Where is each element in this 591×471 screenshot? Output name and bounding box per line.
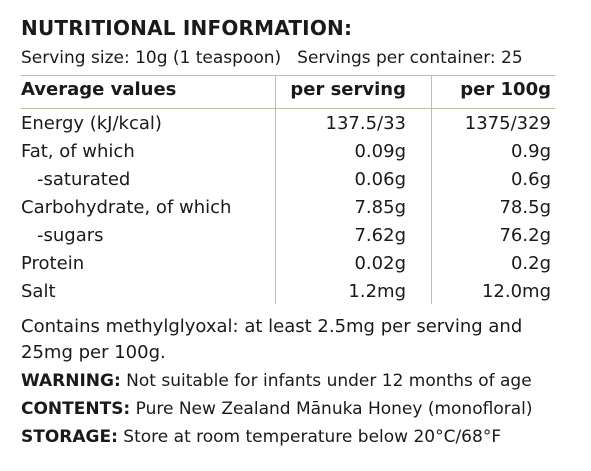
per-serving-value: 0.06g — [354, 169, 406, 190]
contents-label: CONTENTS: — [21, 399, 131, 419]
header-average-values: Average values — [21, 79, 177, 100]
contents-text: Pure New Zealand Mānuka Honey (monoflora… — [130, 399, 533, 419]
divider-top — [21, 75, 555, 76]
warning-label: WARNING: — [21, 371, 121, 391]
per-100g-value: 76.2g — [499, 225, 551, 246]
nutrient-name: Salt — [21, 281, 56, 302]
nutrient-name: Protein — [21, 253, 85, 274]
per-serving-value: 137.5/33 — [325, 113, 407, 134]
per-100g-value: 12.0mg — [481, 281, 551, 302]
per-100g-value: 0.6g — [510, 169, 551, 190]
storage-label: STORAGE: — [21, 427, 118, 447]
panel-title: NUTRITIONAL INFORMATION: — [21, 16, 353, 40]
servings-per-container: Servings per container: 25 — [297, 48, 523, 68]
storage-text: Store at room temperature below 20°C/68°… — [117, 427, 502, 447]
per-serving-value: 7.62g — [354, 225, 406, 246]
table-row: Salt 1.2mg 12.0mg — [21, 281, 555, 309]
header-per-serving: per serving — [290, 79, 406, 100]
contents-line: CONTENTS: Pure New Zealand Mānuka Honey … — [21, 399, 532, 419]
storage-line: STORAGE: Store at room temperature below… — [21, 427, 501, 447]
nutrient-name: -sugars — [37, 225, 104, 246]
table-header: Average values per serving per 100g — [21, 79, 555, 107]
methylglyoxal-note: Contains methylglyoxal: at least 2.5mg p… — [21, 316, 523, 363]
column-divider-2 — [431, 76, 432, 304]
table-row: Energy (kJ/kcal) 137.5/33 1375/329 — [21, 113, 555, 141]
per-100g-value: 0.9g — [510, 141, 551, 162]
table-row: -sugars 7.62g 76.2g — [21, 225, 555, 253]
per-serving-value: 0.02g — [354, 253, 406, 274]
serving-size: Serving size: 10g (1 teaspoon) — [21, 48, 282, 68]
column-divider-1 — [275, 76, 276, 304]
table-row: Carbohydrate, of which 7.85g 78.5g — [21, 197, 555, 225]
table-row: -saturated 0.06g 0.6g — [21, 169, 555, 197]
nutrient-name: Fat, of which — [21, 141, 135, 162]
table-row: Protein 0.02g 0.2g — [21, 253, 555, 281]
per-100g-value: 1375/329 — [464, 113, 551, 134]
header-per-100g: per 100g — [460, 79, 551, 100]
per-serving-value: 7.85g — [354, 197, 406, 218]
warning-line: WARNING: Not suitable for infants under … — [21, 371, 532, 391]
warning-text: Not suitable for infants under 12 months… — [120, 371, 532, 391]
nutrient-name: Energy (kJ/kcal) — [21, 113, 162, 134]
nutrient-name: Carbohydrate, of which — [21, 197, 232, 218]
per-serving-value: 1.2mg — [348, 281, 406, 302]
divider-header — [21, 108, 555, 109]
serving-info: Serving size: 10g (1 teaspoon) Servings p… — [21, 48, 523, 68]
per-100g-value: 78.5g — [499, 197, 551, 218]
per-100g-value: 0.2g — [510, 253, 551, 274]
per-serving-value: 0.09g — [354, 141, 406, 162]
table-row: Fat, of which 0.09g 0.9g — [21, 141, 555, 169]
nutrient-name: -saturated — [37, 169, 131, 190]
